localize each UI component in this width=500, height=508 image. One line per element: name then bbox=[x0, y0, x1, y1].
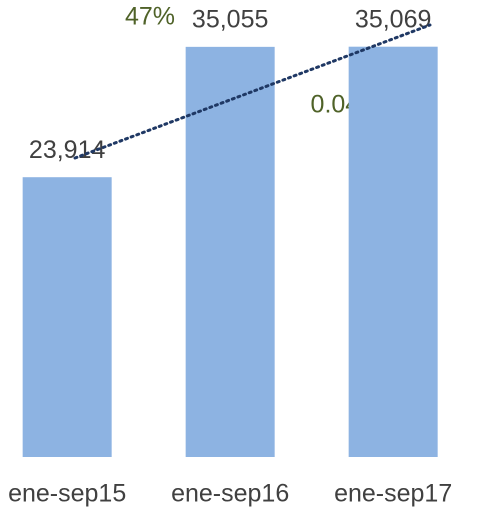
bar bbox=[348, 46, 438, 458]
x-tick-label: ene-sep15 bbox=[8, 480, 126, 508]
data-label: 35,055 bbox=[192, 5, 268, 33]
x-tick-label: ene-sep16 bbox=[171, 480, 289, 508]
annotation: 47% bbox=[125, 3, 175, 31]
bar bbox=[22, 177, 112, 457]
trend-line bbox=[73, 23, 432, 160]
bar bbox=[185, 46, 275, 457]
x-tick-label: ene-sep17 bbox=[334, 480, 452, 508]
